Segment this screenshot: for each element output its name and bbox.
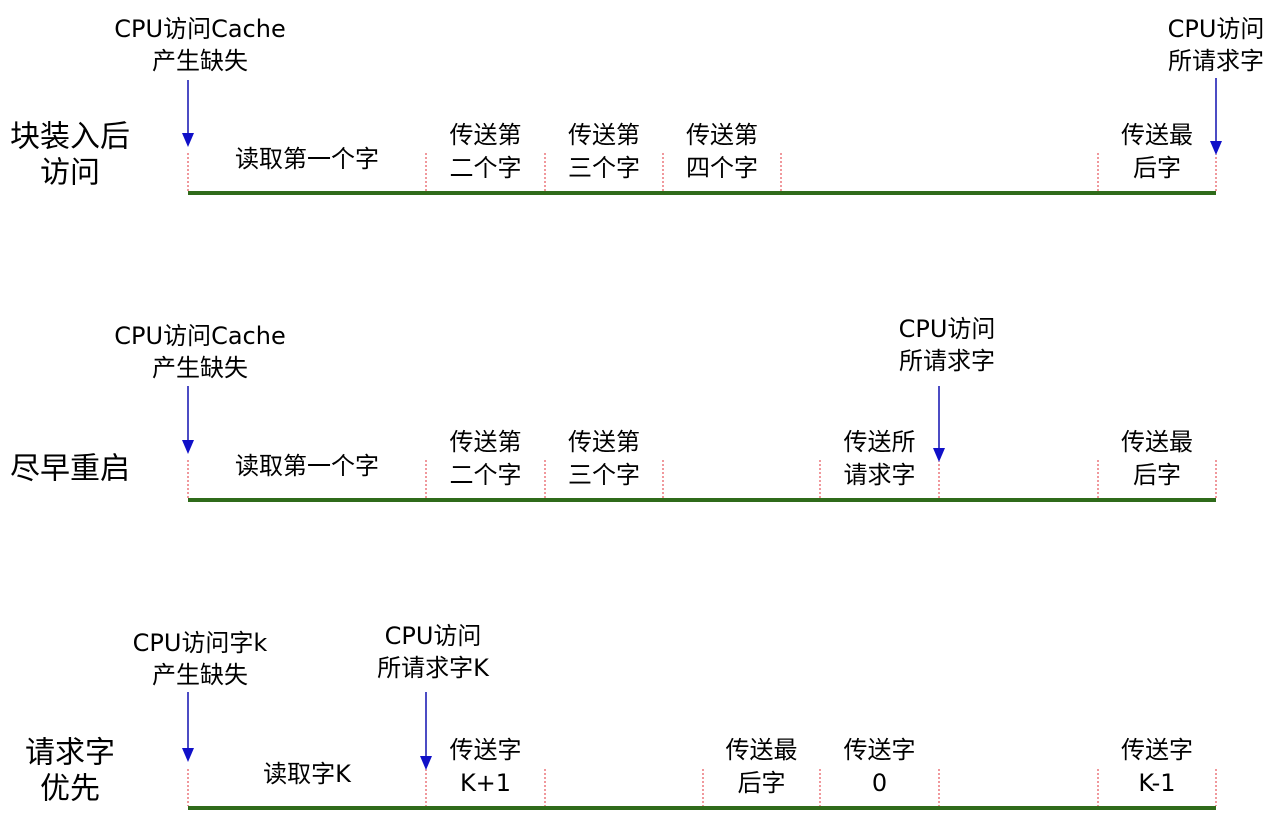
row-1-segment-label: 传送第 xyxy=(450,121,522,149)
row-1-segment-label: 后字 xyxy=(1133,154,1181,182)
row-3-title-line: 优先 xyxy=(40,772,100,807)
row-3-segment-label: 传送字 xyxy=(1121,736,1193,764)
row-2-segment-label: 三个字 xyxy=(568,461,640,489)
row-2-segment-label: 二个字 xyxy=(450,461,522,489)
row-3-segment-label: 后字 xyxy=(738,769,786,797)
row-1-segment-label: 三个字 xyxy=(568,154,640,182)
row-2-event-req-label: CPU访问 xyxy=(899,315,996,343)
row-2-segment-label: 传送所 xyxy=(844,428,916,456)
row-3-segment-label: 传送字 xyxy=(450,736,522,764)
row-2-title-line: 尽早重启 xyxy=(10,452,130,487)
row-3-event-miss-arrow-head-icon xyxy=(182,748,194,762)
row-3-segment-label: 0 xyxy=(872,769,887,797)
row-2-segment-label: 请求字 xyxy=(844,461,916,489)
row-3-title-line: 请求字 xyxy=(25,736,115,771)
row-2-segment-label: 后字 xyxy=(1133,461,1181,489)
row-2-segment-label: 传送第 xyxy=(568,428,640,456)
row-1-segment-label: 传送第 xyxy=(686,121,758,149)
row-3-event-req-label: 所请求字K xyxy=(377,654,490,682)
row-1-segment-label: 传送第 xyxy=(568,121,640,149)
row-2-segment-label: 传送第 xyxy=(450,428,522,456)
row-1-event-req-arrow-head-icon xyxy=(1210,141,1222,155)
row-2-event-miss-arrow-head-icon xyxy=(182,440,194,454)
row-3-event-miss-label: CPU访问字k xyxy=(133,629,268,657)
row-1-title-line: 访问 xyxy=(40,156,100,191)
row-2-event-miss-label: 产生缺失 xyxy=(152,354,248,382)
row-1-event-miss-arrow-head-icon xyxy=(182,133,194,147)
row-3-segment-label: 读取字K xyxy=(263,760,352,788)
row-1-segment-label: 二个字 xyxy=(450,154,522,182)
row-1-segment-label: 传送最 xyxy=(1121,121,1193,149)
row-2-segment-label: 读取第一个字 xyxy=(235,452,379,480)
row-2-event-miss-label: CPU访问Cache xyxy=(114,322,285,350)
row-3-event-miss-label: 产生缺失 xyxy=(152,661,248,689)
row-1-segment-label: 四个字 xyxy=(686,154,758,182)
row-2-event-req-label: 所请求字 xyxy=(899,347,995,375)
row-1-title-line: 块装入后 xyxy=(10,120,130,155)
row-1-segment-label: 读取第一个字 xyxy=(235,145,379,173)
row-1-event-miss-label: CPU访问Cache xyxy=(114,15,285,43)
row-3-segment-label: K-1 xyxy=(1138,769,1175,797)
row-1-event-miss-label: 产生缺失 xyxy=(152,47,248,75)
row-3-segment-label: 传送最 xyxy=(726,736,798,764)
row-2-event-req-arrow-head-icon xyxy=(933,448,945,462)
row-1-event-req-label: CPU访问 xyxy=(1168,15,1265,43)
row-3-event-req-arrow-head-icon xyxy=(420,756,432,770)
row-2-segment-label: 传送最 xyxy=(1121,428,1193,456)
row-3-segment-label: 传送字 xyxy=(844,736,916,764)
row-1-event-req-label: 所请求字 xyxy=(1168,47,1264,75)
row-3-event-req-label: CPU访问 xyxy=(385,622,482,650)
row-3-segment-label: K+1 xyxy=(460,769,511,797)
